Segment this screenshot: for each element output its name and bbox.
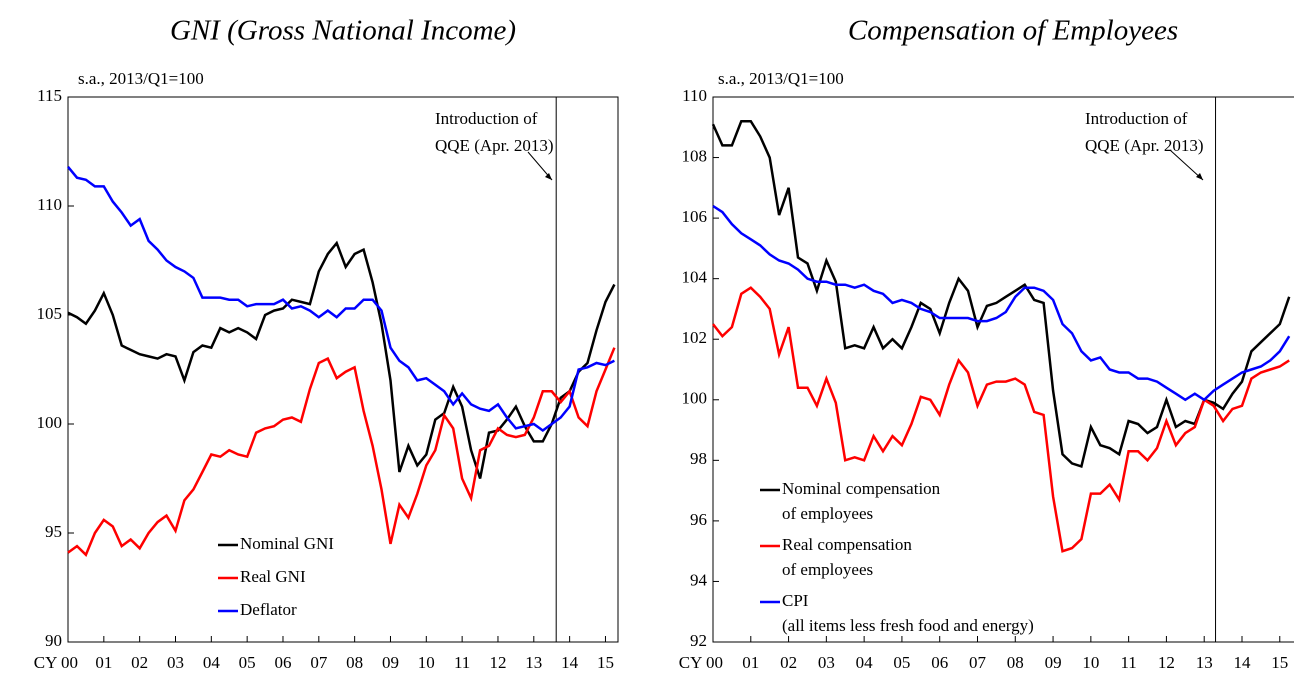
y-tick-label: 102 [682,328,708,347]
plot-frame [67,96,619,643]
x-tick-label: 08 [1007,653,1024,672]
x-tick-label: 13 [525,653,542,672]
plot-frame [712,96,1294,643]
y-tick-label: 105 [37,304,63,323]
x-tick-label: 02 [780,653,797,672]
legend-label: Nominal GNI [240,534,334,553]
x-tick-label: 15 [1271,653,1288,672]
x-tick-label: 12 [489,653,506,672]
data-line [711,119,1291,468]
x-tick-label: 11 [1120,653,1136,672]
x-tick-label: 10 [418,653,435,672]
data-line [67,240,616,479]
y-tick-label: 90 [45,631,62,650]
data-line [712,204,1291,402]
y-tick-label: 104 [682,268,708,287]
x-tick-label: 09 [1045,653,1062,672]
x-tick-label: 01 [95,653,112,672]
unit-label: s.a., 2013/Q1=100 [718,69,844,88]
legend-label: Deflator [240,600,297,619]
y-tick-label: 115 [37,86,62,105]
x-tick-label: 01 [742,653,759,672]
legend-label: Nominal compensation of employees [782,479,941,523]
annotation-arrow [1169,149,1204,181]
x-tick-label: 05 [239,653,256,672]
arrow-head [545,173,552,180]
data-line [712,286,1290,553]
data-line [67,347,616,557]
y-tick-label: 100 [37,413,63,432]
x-tick-label: 06 [931,653,948,672]
x-tick-label: 12 [1158,653,1175,672]
legend-label: CPI (all items less fresh food and energy… [782,591,1034,635]
x-tick-label: 04 [856,653,874,672]
x-tick-label: 13 [1196,653,1213,672]
y-tick-label: 108 [682,146,708,165]
annotation: Introduction of QQE (Apr. 2013) [1085,109,1204,155]
x-tick-label: 07 [310,653,328,672]
data-line [67,166,615,433]
x-tick-label: CY 00 [34,653,78,672]
x-tick-label: 02 [131,653,148,672]
y-tick-label: 110 [37,195,62,214]
x-tick-label: 06 [274,653,291,672]
x-tick-label: 14 [561,653,579,672]
x-tick-label: 15 [597,653,614,672]
y-tick-label: 92 [690,631,707,650]
annotation: Introduction of QQE (Apr. 2013) [435,109,554,155]
x-tick-label: 11 [454,653,470,672]
x-tick-label: CY 00 [679,653,723,672]
x-tick-label: 03 [167,653,184,672]
x-tick-label: 14 [1233,653,1251,672]
legend-label: Real GNI [240,567,306,586]
x-tick-label: 05 [893,653,910,672]
y-tick-label: 110 [682,86,707,105]
chart-title: Compensation of Employees [848,15,1178,47]
y-tick-label: 94 [690,570,708,589]
legend-label: Real compensation of employees [782,535,912,579]
y-tick-label: 100 [682,389,708,408]
unit-label: s.a., 2013/Q1=100 [78,69,204,88]
x-tick-label: 03 [818,653,835,672]
y-tick-label: 106 [682,207,708,226]
x-tick-label: 10 [1082,653,1099,672]
y-tick-label: 95 [45,522,62,541]
arrow-head [1196,173,1203,180]
x-tick-label: 09 [382,653,399,672]
chart-title: GNI (Gross National Income) [170,15,516,47]
x-tick-label: 08 [346,653,363,672]
y-tick-label: 98 [690,449,707,468]
x-tick-label: 07 [969,653,987,672]
y-tick-label: 96 [690,510,707,529]
x-tick-label: 04 [203,653,221,672]
